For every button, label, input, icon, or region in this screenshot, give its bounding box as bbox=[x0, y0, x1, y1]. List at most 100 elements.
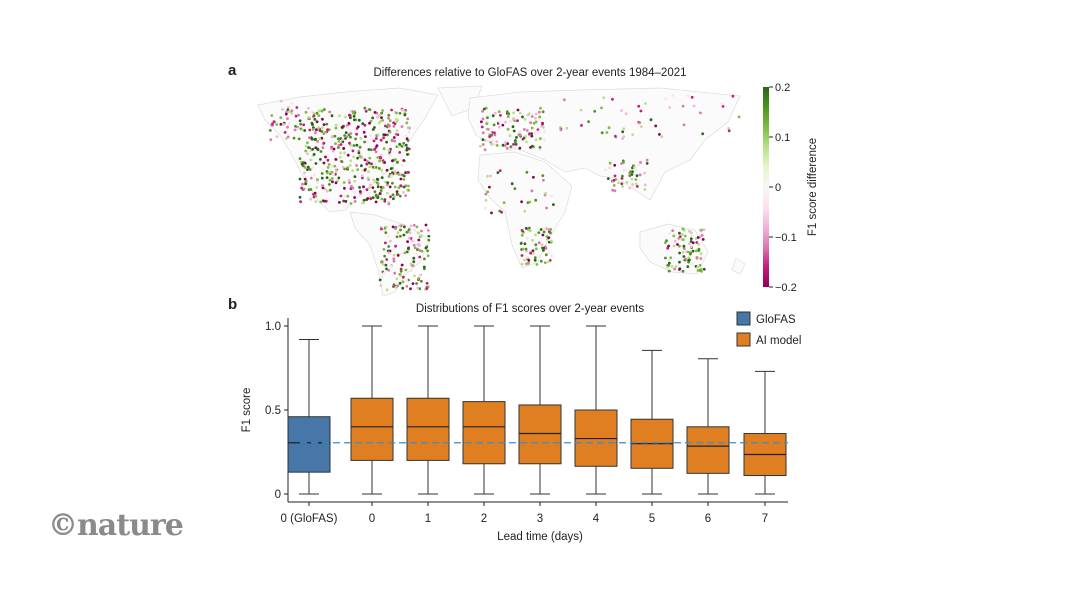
station-dot bbox=[491, 139, 495, 143]
station-dot bbox=[407, 171, 410, 174]
station-dot bbox=[396, 193, 400, 196]
station-dot bbox=[371, 165, 375, 169]
station-dot bbox=[660, 135, 664, 139]
station-dot bbox=[382, 272, 386, 275]
station-dot bbox=[518, 111, 522, 115]
station-dot bbox=[720, 102, 724, 106]
station-dot bbox=[494, 111, 497, 115]
station-dot bbox=[507, 112, 511, 116]
station-dot bbox=[620, 177, 624, 180]
station-dot bbox=[292, 136, 296, 140]
station-dot bbox=[321, 186, 325, 190]
station-dot bbox=[587, 120, 590, 123]
station-dot bbox=[403, 113, 407, 117]
station-dot bbox=[338, 201, 341, 204]
station-dot bbox=[312, 153, 316, 156]
station-dot bbox=[666, 246, 670, 250]
station-dot bbox=[297, 113, 300, 117]
station-dot bbox=[539, 137, 542, 141]
station-dot bbox=[302, 123, 306, 127]
station-dot bbox=[380, 227, 383, 231]
station-dot bbox=[402, 159, 406, 162]
station-dot bbox=[529, 146, 532, 149]
station-dot bbox=[630, 186, 634, 189]
station-dot bbox=[539, 259, 543, 263]
station-dot bbox=[380, 168, 384, 172]
station-dot bbox=[512, 117, 516, 120]
station-dot bbox=[412, 260, 416, 264]
station-dot bbox=[392, 253, 396, 257]
station-dot bbox=[500, 210, 503, 214]
station-dot bbox=[522, 127, 526, 131]
station-dot bbox=[392, 259, 396, 263]
station-dot bbox=[498, 125, 501, 129]
station-dot bbox=[541, 174, 545, 178]
station-dot bbox=[544, 247, 548, 250]
station-dot bbox=[318, 129, 322, 133]
station-dot bbox=[396, 231, 400, 235]
station-dot bbox=[682, 255, 686, 258]
station-dot bbox=[543, 261, 547, 264]
station-dot bbox=[368, 156, 372, 160]
station-dot bbox=[632, 166, 636, 169]
station-dot bbox=[362, 130, 366, 134]
station-dot bbox=[383, 133, 387, 137]
station-dot bbox=[520, 200, 523, 204]
station-dot bbox=[393, 139, 396, 143]
station-dot bbox=[308, 136, 311, 140]
station-dot bbox=[682, 123, 686, 127]
station-dot bbox=[299, 122, 303, 126]
station-dot bbox=[372, 139, 376, 143]
station-dot bbox=[391, 225, 395, 229]
station-dot bbox=[407, 228, 411, 232]
station-dot bbox=[404, 143, 408, 147]
station-dot bbox=[321, 184, 324, 188]
station-dot bbox=[321, 146, 325, 150]
station-dot bbox=[363, 168, 367, 172]
station-dot bbox=[630, 177, 634, 181]
station-dot bbox=[493, 131, 496, 135]
station-dot bbox=[369, 197, 373, 201]
station-dot bbox=[346, 153, 350, 157]
station-dot bbox=[354, 137, 357, 141]
station-dot bbox=[537, 231, 541, 235]
station-dot bbox=[306, 168, 309, 172]
station-dot bbox=[488, 185, 491, 189]
station-dot bbox=[337, 140, 341, 143]
station-dot bbox=[690, 95, 694, 99]
station-dot bbox=[396, 133, 400, 137]
station-dot bbox=[300, 128, 304, 132]
station-dot bbox=[415, 282, 418, 285]
station-dot bbox=[311, 147, 315, 151]
station-dot bbox=[358, 186, 361, 189]
station-dot bbox=[413, 274, 416, 278]
station-dot bbox=[271, 122, 274, 126]
station-dot bbox=[485, 122, 489, 125]
station-dot bbox=[613, 189, 617, 193]
station-dot bbox=[541, 110, 545, 114]
station-dot bbox=[381, 186, 385, 190]
station-dot bbox=[399, 269, 403, 273]
station-dot bbox=[369, 119, 373, 123]
station-dot bbox=[521, 247, 525, 251]
station-dot bbox=[383, 254, 387, 258]
station-dot bbox=[480, 120, 483, 124]
station-dot bbox=[376, 182, 380, 186]
station-dot bbox=[406, 240, 409, 244]
station-dot bbox=[395, 190, 399, 194]
station-dot bbox=[387, 268, 390, 272]
station-dot bbox=[617, 181, 620, 185]
station-dot bbox=[386, 183, 389, 187]
x-tick-label: 1 bbox=[425, 513, 431, 525]
station-dot bbox=[322, 199, 326, 203]
station-dot bbox=[382, 147, 386, 151]
station-dot bbox=[593, 109, 597, 113]
station-dot bbox=[386, 133, 389, 137]
station-dot bbox=[308, 168, 312, 171]
station-dot bbox=[401, 173, 405, 177]
station-dot bbox=[667, 258, 671, 262]
box-1 bbox=[406, 397, 450, 461]
station-dot bbox=[523, 117, 527, 121]
station-dot bbox=[418, 255, 422, 259]
station-dot bbox=[420, 249, 424, 253]
